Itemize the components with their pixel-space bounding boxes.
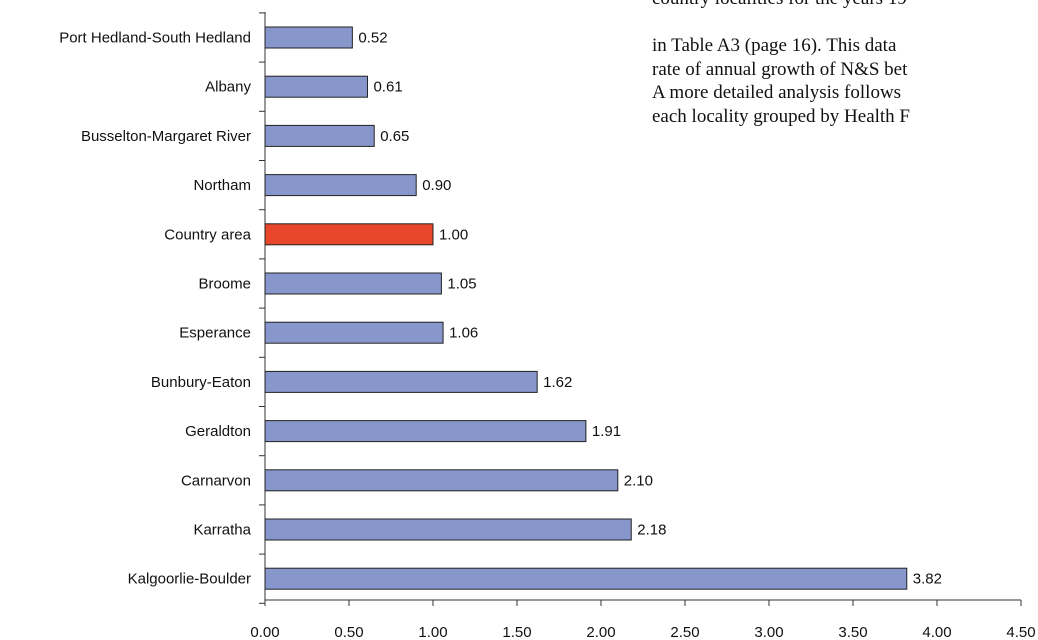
x-tick-label: 3.00 <box>754 624 783 640</box>
text-line: A more detailed analysis follows <box>652 82 901 103</box>
bar <box>264 321 444 344</box>
bar <box>264 567 908 590</box>
x-tick-label: 3.50 <box>838 624 867 640</box>
bar <box>264 75 368 98</box>
y-tick-label: Geraldton <box>185 423 251 440</box>
bar <box>264 420 587 443</box>
bar <box>264 370 538 393</box>
x-tick-label: 4.00 <box>922 624 951 640</box>
text-line: in Table A3 (page 16). This data <box>652 35 897 56</box>
y-tick-label: Port Hedland-South Hedland <box>59 30 251 47</box>
y-tick-label: Country area <box>164 226 251 243</box>
body-text: country localities for the years 19 in T… <box>652 0 910 127</box>
bar <box>264 174 417 197</box>
y-tick-label: Kalgoorlie-Boulder <box>128 571 251 588</box>
text-line: rate of annual growth of N&S bet <box>652 59 908 80</box>
x-tick-label: 4.50 <box>1006 624 1035 640</box>
y-tick-label: Carnarvon <box>181 472 251 489</box>
value-label: 2.10 <box>624 472 653 489</box>
bar <box>264 272 442 295</box>
value-label: 1.91 <box>592 423 621 440</box>
value-label: 1.62 <box>543 374 572 391</box>
x-tick-label: 1.00 <box>418 624 447 640</box>
bar <box>264 518 632 541</box>
value-label: 2.18 <box>637 522 666 539</box>
bar <box>264 223 434 246</box>
x-tick-label: 1.50 <box>502 624 531 640</box>
x-tick-label: 2.50 <box>670 624 699 640</box>
y-tick-label: Esperance <box>179 325 251 342</box>
y-tick-label: Albany <box>205 79 251 96</box>
text-line: each locality grouped by Health F <box>652 106 910 127</box>
value-label: 1.00 <box>439 226 468 243</box>
value-label: 0.52 <box>358 30 387 47</box>
y-tick-label: Northam <box>193 177 251 194</box>
bar <box>264 469 619 492</box>
text-line: country localities for the years 19 <box>652 0 907 9</box>
bar <box>264 124 375 147</box>
value-label: 1.06 <box>449 325 478 342</box>
x-tick-label: 0.50 <box>334 624 363 640</box>
value-label: 3.82 <box>913 571 942 588</box>
bar <box>264 26 353 49</box>
y-tick-label: Busselton-Margaret River <box>81 128 251 145</box>
y-tick-label: Bunbury-Eaton <box>151 374 251 391</box>
value-label: 1.05 <box>447 276 476 293</box>
y-tick-label: Karratha <box>193 522 251 539</box>
y-tick-label: Broome <box>198 276 251 293</box>
x-tick-label: 0.00 <box>250 624 279 640</box>
value-label: 0.61 <box>373 79 402 96</box>
value-label: 0.65 <box>380 128 409 145</box>
x-tick-label: 2.00 <box>586 624 615 640</box>
value-label: 0.90 <box>422 177 451 194</box>
